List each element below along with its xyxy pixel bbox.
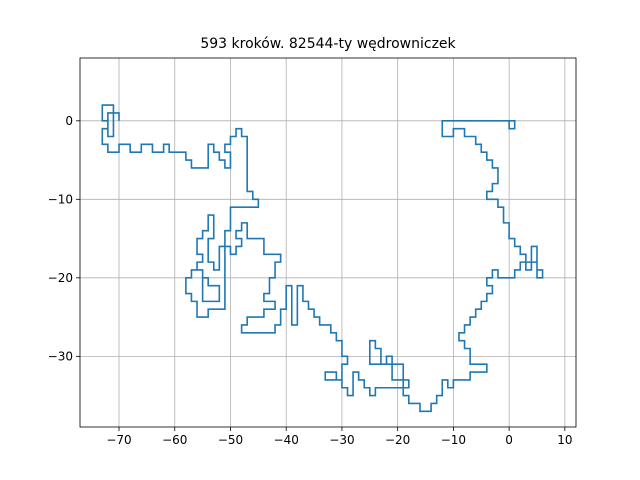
series-layer <box>101 104 544 413</box>
x-tick-label: −50 <box>218 433 243 447</box>
x-tick-label: −60 <box>162 433 187 447</box>
x-tick-label: 10 <box>557 433 572 447</box>
walk-path-line <box>101 104 544 413</box>
x-tick-label: −10 <box>441 433 466 447</box>
x-tick-label: −30 <box>329 433 354 447</box>
plot-frame <box>79 57 577 428</box>
y-tick-label: −20 <box>48 271 73 285</box>
y-tick-label: −30 <box>48 349 73 363</box>
x-tick-label: −70 <box>106 433 131 447</box>
y-tick-label: 0 <box>65 114 73 128</box>
y-tick-label: −10 <box>48 192 73 206</box>
y-axis: 0 −10 −20 −30 <box>48 114 80 363</box>
x-tick-label: 0 <box>505 433 513 447</box>
chart-title: 593 kroków. 82544-ty wędrowniczek <box>200 36 456 52</box>
x-tick-label: −20 <box>385 433 410 447</box>
x-axis: −70 −60 −50 −40 −30 −20 −10 0 10 <box>106 427 572 447</box>
x-tick-label: −40 <box>274 433 299 447</box>
